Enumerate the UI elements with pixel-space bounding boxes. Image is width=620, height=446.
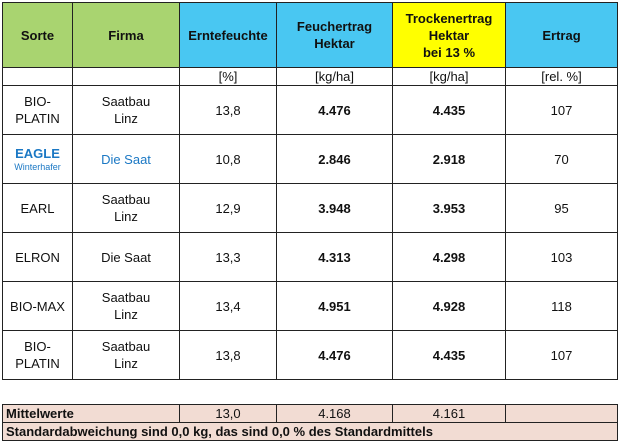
firma-line1: Die Saat: [101, 151, 151, 167]
cell-feuchtertrag: 4.476: [276, 330, 393, 380]
cell-sorte: BIO-MAX: [2, 281, 73, 331]
sorte-line1: EARL: [20, 200, 55, 216]
header-ertrag: Ertrag: [505, 2, 618, 68]
mittelwerte-label: Mittelwerte: [2, 404, 180, 423]
cell-firma: Die Saat: [72, 134, 180, 184]
mittel-ertrag-empty: [505, 404, 618, 423]
cell-ertrag: 103: [505, 232, 618, 282]
header-trockenertrag-line2: Hektar: [428, 27, 470, 43]
sorte-line2: PLATIN: [15, 111, 60, 126]
unit-empty-1: [2, 67, 73, 86]
header-firma: Firma: [72, 2, 180, 68]
cell-feuchtertrag: 3.948: [276, 183, 393, 233]
cell-sorte: EARL: [2, 183, 73, 233]
firma-line2: Linz: [114, 307, 138, 322]
units-row: [%] [kg/ha] [kg/ha] [rel. %]: [2, 67, 618, 86]
cell-feuchtertrag: 4.476: [276, 85, 393, 135]
sorte-line1: BIO-: [24, 94, 51, 109]
cell-ertrag: 107: [505, 330, 618, 380]
cell-ertrag: 70: [505, 134, 618, 184]
standardabweichung-text: Standardabweichung sind 0,0 kg, das sind…: [2, 422, 618, 441]
header-erntefeuchte: Erntefeuchte: [179, 2, 277, 68]
firma-line2: Linz: [114, 111, 138, 126]
sorte-line1: ELRON: [15, 249, 60, 265]
mittelwerte-row: Mittelwerte 13,0 4.168 4.161: [2, 404, 618, 423]
table-row: EAGLE Winterhafer Die Saat 10,8 2.846 2.9…: [2, 134, 618, 184]
summary-table: Mittelwerte 13,0 4.168 4.161 Standardabw…: [2, 404, 618, 441]
sorte-line2: Winterhafer: [14, 161, 61, 172]
cell-firma: Saatbau Linz: [72, 330, 180, 380]
header-feuchtertrag: Feuchertrag Hektar: [276, 2, 393, 68]
cell-trockenertrag: 4.928: [392, 281, 506, 331]
header-trockenertrag: Trockenertrag Hektar bei 13 %: [392, 2, 506, 68]
yield-table: Sorte Firma Erntefeuchte Feuchertrag Hek…: [2, 2, 618, 380]
firma-line2: Linz: [114, 209, 138, 224]
cell-ertrag: 107: [505, 85, 618, 135]
cell-erntefeuchte: 12,9: [179, 183, 277, 233]
table-row: ELRON Die Saat 13,3 4.313 4.298 103: [2, 232, 618, 282]
table-row: BIO- PLATIN Saatbau Linz 13,8 4.476 4.435 …: [2, 330, 618, 380]
cell-trockenertrag: 2.918: [392, 134, 506, 184]
cell-sorte: BIO- PLATIN: [2, 330, 73, 380]
cell-firma: Saatbau Linz: [72, 281, 180, 331]
mittel-erntefeuchte: 13,0: [179, 404, 277, 423]
cell-ertrag: 118: [505, 281, 618, 331]
unit-erntefeuchte: [%]: [179, 67, 277, 86]
header-trockenertrag-line1: Trockenertrag: [405, 10, 493, 26]
firma-line2: Linz: [114, 356, 138, 371]
firma-line1: Die Saat: [101, 249, 151, 265]
cell-erntefeuchte: 13,3: [179, 232, 277, 282]
table-row: BIO-MAX Saatbau Linz 13,4 4.951 4.928 118: [2, 281, 618, 331]
cell-sorte: ELRON: [2, 232, 73, 282]
cell-feuchtertrag: 4.951: [276, 281, 393, 331]
header-sorte: Sorte: [2, 2, 73, 68]
unit-empty-2: [72, 67, 180, 86]
standardabweichung-row: Standardabweichung sind 0,0 kg, das sind…: [2, 422, 618, 441]
cell-ertrag: 95: [505, 183, 618, 233]
cell-erntefeuchte: 10,8: [179, 134, 277, 184]
cell-trockenertrag: 3.953: [392, 183, 506, 233]
sorte-line1: BIO-: [24, 339, 51, 354]
cell-firma: Saatbau Linz: [72, 183, 180, 233]
header-feuchtertrag-line1: Feuchertrag: [296, 19, 373, 34]
unit-ertrag: [rel. %]: [505, 67, 618, 86]
cell-erntefeuchte: 13,8: [179, 330, 277, 380]
cell-trockenertrag: 4.435: [392, 85, 506, 135]
mittel-trockenertrag: 4.161: [392, 404, 506, 423]
cell-trockenertrag: 4.298: [392, 232, 506, 282]
cell-feuchtertrag: 2.846: [276, 134, 393, 184]
cell-erntefeuchte: 13,8: [179, 85, 277, 135]
header-trockenertrag-line3: bei 13 %: [422, 44, 476, 60]
cell-trockenertrag: 4.435: [392, 330, 506, 380]
sorte-line1: EAGLE: [15, 145, 60, 161]
table-row: EARL Saatbau Linz 12,9 3.948 3.953 95: [2, 183, 618, 233]
firma-line1: Saatbau: [101, 339, 151, 354]
cell-erntefeuchte: 13,4: [179, 281, 277, 331]
unit-trockenertrag: [kg/ha]: [392, 67, 506, 86]
cell-firma: Saatbau Linz: [72, 85, 180, 135]
firma-line1: Saatbau: [101, 192, 151, 207]
firma-line1: Saatbau: [101, 94, 151, 109]
cell-firma: Die Saat: [72, 232, 180, 282]
table-row: BIO- PLATIN Saatbau Linz 13,8 4.476 4.435 …: [2, 85, 618, 135]
sorte-line2: PLATIN: [15, 356, 60, 371]
mittel-feuchtertrag: 4.168: [276, 404, 393, 423]
unit-feuchtertrag: [kg/ha]: [276, 67, 393, 86]
firma-line1: Saatbau: [101, 290, 151, 305]
header-feuchtertrag-line2: Hektar: [314, 36, 355, 51]
sorte-line1: BIO-MAX: [10, 298, 65, 314]
cell-sorte: BIO- PLATIN: [2, 85, 73, 135]
header-row: Sorte Firma Erntefeuchte Feuchertrag Hek…: [2, 2, 618, 68]
cell-feuchtertrag: 4.313: [276, 232, 393, 282]
cell-sorte: EAGLE Winterhafer: [2, 134, 73, 184]
